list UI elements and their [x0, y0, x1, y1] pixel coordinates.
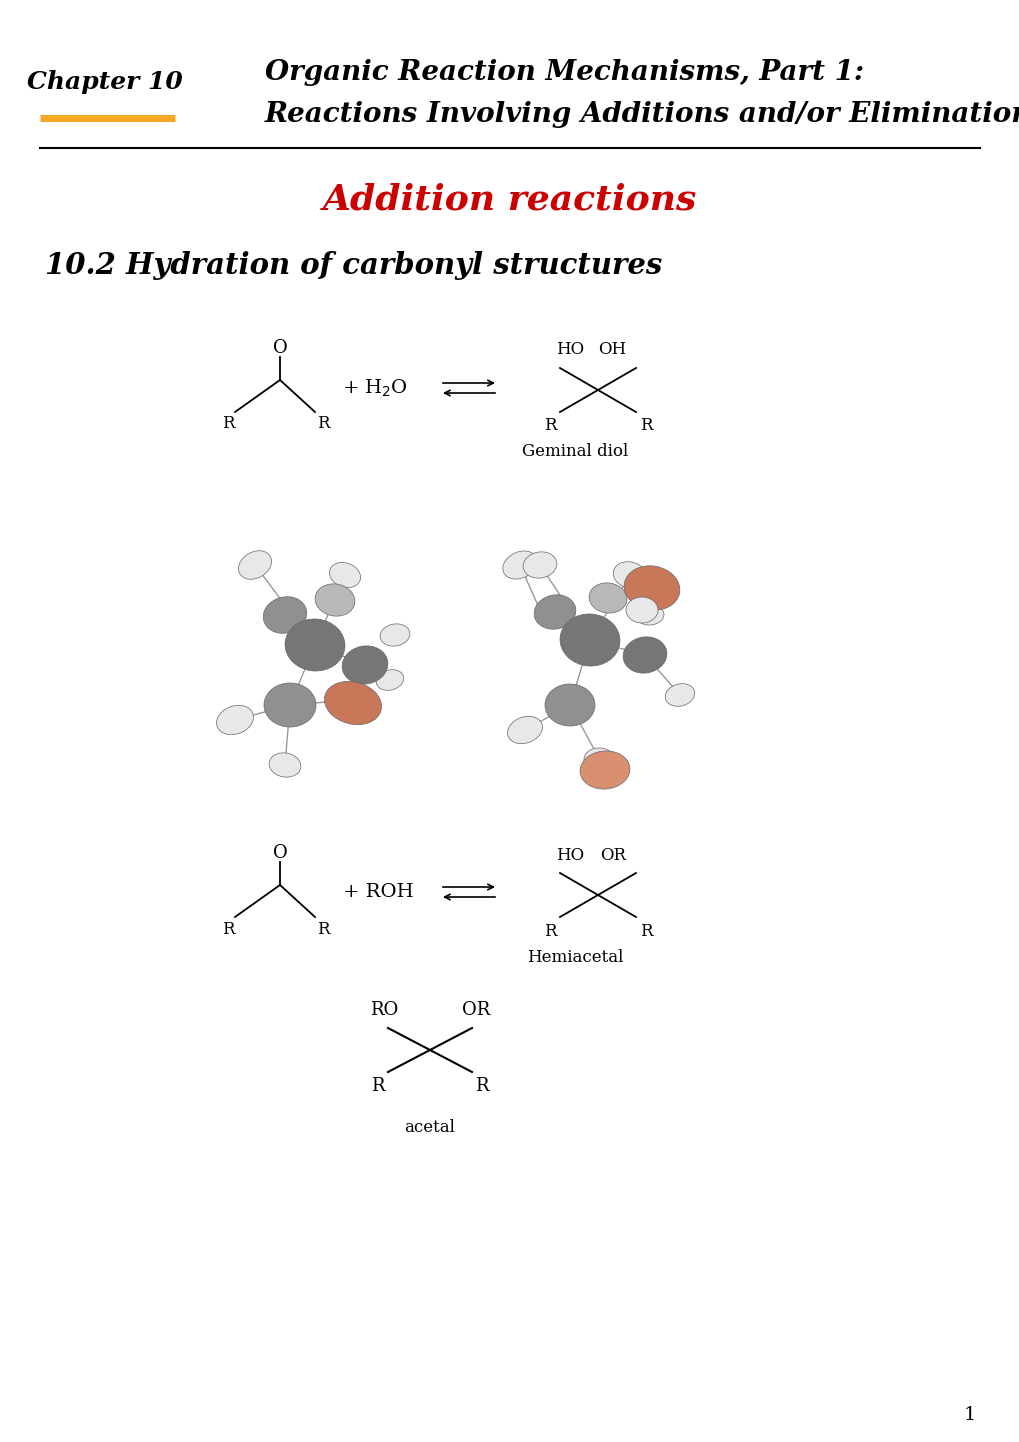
Text: R: R: [475, 1077, 488, 1094]
Ellipse shape: [626, 597, 657, 623]
Text: R: R: [639, 418, 651, 434]
Ellipse shape: [612, 562, 646, 588]
Text: Chapter 10: Chapter 10: [28, 71, 182, 94]
Ellipse shape: [523, 552, 556, 578]
Text: R: R: [543, 923, 555, 940]
Text: O: O: [272, 339, 287, 358]
Text: OR: OR: [599, 846, 626, 864]
Text: + ROH: + ROH: [342, 883, 413, 901]
Text: Reactions Involving Additions and/or Eliminations: Reactions Involving Additions and/or Eli…: [265, 101, 1019, 128]
Ellipse shape: [216, 705, 254, 734]
Text: R: R: [543, 418, 555, 434]
Ellipse shape: [329, 562, 361, 587]
Ellipse shape: [636, 606, 663, 624]
Text: Organic Reaction Mechanisms, Part 1:: Organic Reaction Mechanisms, Part 1:: [265, 59, 863, 85]
Ellipse shape: [238, 551, 271, 580]
Ellipse shape: [264, 684, 316, 727]
Ellipse shape: [269, 753, 301, 777]
Ellipse shape: [534, 594, 576, 629]
Ellipse shape: [507, 717, 542, 744]
Text: 10.2 Hydration of carbonyl structures: 10.2 Hydration of carbonyl structures: [45, 251, 661, 280]
Ellipse shape: [502, 551, 537, 580]
Text: + H$_2$O: + H$_2$O: [341, 378, 408, 398]
Text: 1: 1: [963, 1406, 975, 1425]
Ellipse shape: [380, 624, 410, 646]
Ellipse shape: [376, 669, 404, 691]
Text: R: R: [639, 923, 651, 940]
Ellipse shape: [324, 682, 381, 725]
Text: OH: OH: [597, 342, 626, 359]
Text: R: R: [317, 920, 329, 937]
Ellipse shape: [544, 684, 594, 725]
Text: Geminal diol: Geminal diol: [522, 444, 628, 460]
Ellipse shape: [284, 619, 344, 671]
Ellipse shape: [664, 684, 694, 707]
Text: HO: HO: [555, 846, 584, 864]
Ellipse shape: [623, 637, 666, 673]
Text: R: R: [221, 920, 234, 937]
Ellipse shape: [341, 646, 387, 684]
Text: Addition reactions: Addition reactions: [322, 183, 697, 216]
Text: HO: HO: [555, 342, 584, 359]
Ellipse shape: [263, 597, 307, 633]
Text: OR: OR: [462, 1001, 490, 1019]
Text: R: R: [317, 415, 329, 433]
Ellipse shape: [580, 751, 630, 789]
Text: R: R: [371, 1077, 384, 1094]
Ellipse shape: [624, 565, 680, 610]
Ellipse shape: [315, 584, 355, 616]
Ellipse shape: [589, 583, 627, 613]
Text: acetal: acetal: [405, 1119, 455, 1136]
Ellipse shape: [584, 748, 615, 771]
Ellipse shape: [559, 614, 620, 666]
Text: R: R: [221, 415, 234, 433]
Text: RO: RO: [370, 1001, 397, 1019]
Text: Hemiacetal: Hemiacetal: [526, 949, 623, 966]
Text: O: O: [272, 844, 287, 862]
